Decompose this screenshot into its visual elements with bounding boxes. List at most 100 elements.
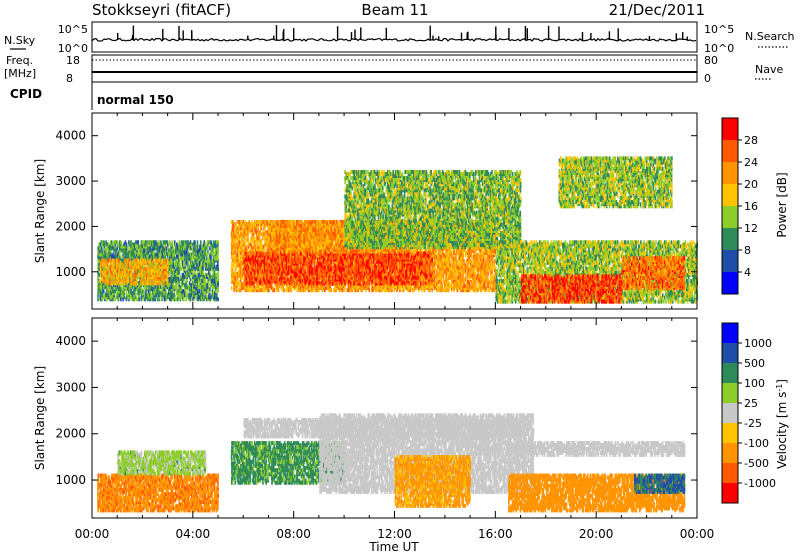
- data-cell: [173, 261, 175, 265]
- data-cell: [128, 279, 130, 283]
- data-cell: [147, 293, 149, 297]
- data-cell: [217, 246, 219, 250]
- data-cell: [138, 273, 140, 277]
- data-cell: [117, 240, 119, 244]
- data-cell: [98, 242, 100, 246]
- data-cell: [247, 230, 249, 234]
- data-cell: [247, 226, 249, 230]
- data-cell: [125, 281, 127, 285]
- data-cell: [140, 269, 142, 273]
- data-cell: [234, 228, 236, 232]
- data-cell: [171, 285, 173, 289]
- data-cell: [250, 243, 252, 247]
- data-cell: [111, 240, 113, 244]
- data-cell: [179, 271, 181, 275]
- data-cell: [256, 286, 258, 290]
- data-cell: [194, 271, 196, 275]
- data-cell: [347, 288, 349, 292]
- data-cell: [217, 240, 219, 244]
- data-cell: [200, 240, 202, 244]
- data-cell: [140, 287, 142, 291]
- data-cell: [232, 220, 234, 224]
- data-cell: [251, 220, 253, 224]
- data-cell: [132, 269, 134, 273]
- data-cell: [143, 259, 145, 263]
- data-cell: [101, 246, 103, 250]
- data-cell: [196, 273, 198, 277]
- data-cell: [147, 259, 149, 263]
- data-cell: [284, 288, 286, 292]
- data-cell: [197, 240, 199, 244]
- data-cell: [167, 267, 169, 271]
- data-cell: [109, 255, 111, 259]
- freq-tick-top: 18: [66, 54, 80, 67]
- data-cell: [209, 287, 211, 291]
- data-cell: [129, 259, 131, 263]
- data-cell: [157, 246, 159, 250]
- data-cell: [126, 291, 128, 295]
- data-cell: [131, 275, 133, 279]
- data-cell: [118, 259, 120, 263]
- data-cell: [213, 251, 215, 255]
- data-cell: [183, 297, 185, 301]
- beam-title: Beam 11: [361, 1, 428, 19]
- data-cell: [253, 237, 255, 241]
- data-cell: [163, 281, 165, 285]
- data-cell: [231, 286, 233, 290]
- freq-label-1: Freq.: [6, 54, 33, 67]
- data-cell: [153, 287, 155, 291]
- data-cell: [205, 242, 207, 246]
- data-cell: [190, 275, 192, 279]
- data-cell: [122, 297, 124, 301]
- data-cell: [121, 244, 123, 248]
- data-cell: [217, 275, 219, 279]
- data-cell: [160, 240, 162, 244]
- noise-panel: N.Sky 10^5 10^0 10^5 10^0 N.Search: [4, 22, 795, 55]
- data-cell: [178, 240, 180, 244]
- data-cell: [159, 255, 161, 259]
- data-cell: [153, 269, 155, 273]
- data-cell: [278, 288, 280, 292]
- data-cell: [205, 259, 207, 263]
- data-cell: [237, 263, 239, 267]
- freq-panel: Freq. [MHz] 18 8 80 0 Nave: [4, 54, 783, 85]
- data-cell: [240, 288, 242, 292]
- data-cell: [232, 247, 234, 251]
- data-cell: [107, 271, 109, 275]
- data-cell: [274, 288, 276, 292]
- data-cell: [249, 222, 251, 226]
- data-cell: [188, 261, 190, 265]
- data-cell: [118, 244, 120, 248]
- data-cell: [127, 265, 129, 269]
- freq-label-2: [MHz]: [4, 67, 36, 80]
- data-cell: [152, 255, 154, 259]
- data-cell: [239, 249, 241, 253]
- data-cell: [108, 267, 110, 271]
- data-cell: [145, 261, 147, 265]
- data-cell: [266, 220, 268, 224]
- data-cell: [130, 291, 132, 295]
- data-cell: [166, 246, 168, 250]
- data-cell: [122, 263, 124, 267]
- nsky-label: N.Sky: [4, 34, 36, 47]
- data-cell: [262, 237, 264, 241]
- nave-tick-top: 80: [704, 54, 718, 67]
- data-cell: [121, 249, 123, 253]
- cpid-row: CPID normal 150: [10, 82, 174, 110]
- data-cell: [153, 251, 155, 255]
- data-cell: [97, 297, 99, 301]
- nsearch-label: N.Search: [745, 30, 795, 43]
- data-cell: [183, 246, 185, 250]
- freq-tick-bottom: 8: [66, 72, 73, 85]
- data-cell: [160, 261, 162, 265]
- data-cell: [143, 289, 145, 293]
- data-cell: [330, 288, 332, 292]
- data-cell: [245, 243, 247, 247]
- data-cell: [211, 293, 213, 297]
- data-cell: [133, 242, 135, 246]
- data-cell: [114, 265, 116, 269]
- data-cell: [217, 257, 219, 261]
- data-cell: [138, 244, 140, 248]
- data-cell: [99, 295, 101, 299]
